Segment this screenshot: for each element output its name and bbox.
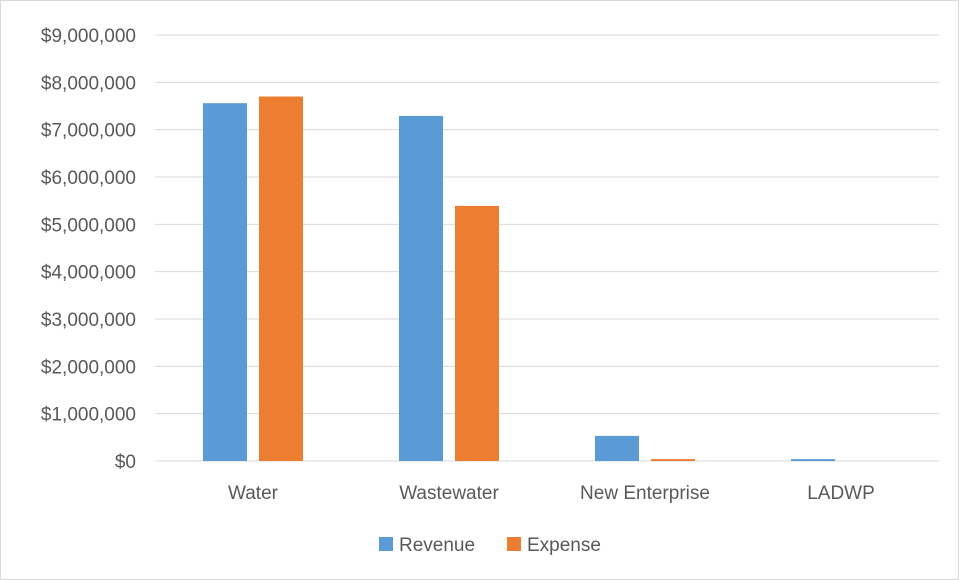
bar-expense-new-enterprise xyxy=(651,459,695,461)
y-tick-label: $8,000,000 xyxy=(41,73,136,94)
bar-revenue-ladwp xyxy=(791,459,835,461)
x-axis-categories: Water Wastewater New Enterprise LADWP xyxy=(228,483,875,504)
x-category-label: LADWP xyxy=(807,483,875,504)
y-tick-label: $7,000,000 xyxy=(41,121,136,142)
y-tick-label: $4,000,000 xyxy=(41,263,136,284)
x-category-label: Wastewater xyxy=(399,483,499,504)
x-category-label: New Enterprise xyxy=(580,483,710,504)
legend-label-revenue: Revenue xyxy=(399,535,475,556)
bar-expense-water xyxy=(259,96,303,462)
legend-swatch-expense xyxy=(507,537,521,551)
bar-revenue-new-enterprise xyxy=(595,435,639,461)
y-tick-label: $1,000,000 xyxy=(41,405,136,426)
y-axis-ticks: $0 $1,000,000 $2,000,000 $3,000,000 $4,000,0… xyxy=(41,26,136,473)
y-tick-label: $9,000,000 xyxy=(41,26,136,47)
bars xyxy=(203,96,835,462)
bar-revenue-wastewater xyxy=(399,115,443,461)
y-tick-label: $0 xyxy=(115,452,136,473)
y-tick-label: $2,000,000 xyxy=(41,357,136,378)
x-category-label: Water xyxy=(228,483,279,504)
legend-label-expense: Expense xyxy=(527,535,601,556)
bar-revenue-water xyxy=(203,103,247,461)
legend: Revenue Expense xyxy=(379,535,601,556)
bar-expense-wastewater xyxy=(455,205,499,461)
y-tick-label: $3,000,000 xyxy=(41,310,136,331)
legend-swatch-revenue xyxy=(379,537,393,551)
y-tick-label: $5,000,000 xyxy=(41,215,136,236)
y-tick-label: $6,000,000 xyxy=(41,168,136,189)
